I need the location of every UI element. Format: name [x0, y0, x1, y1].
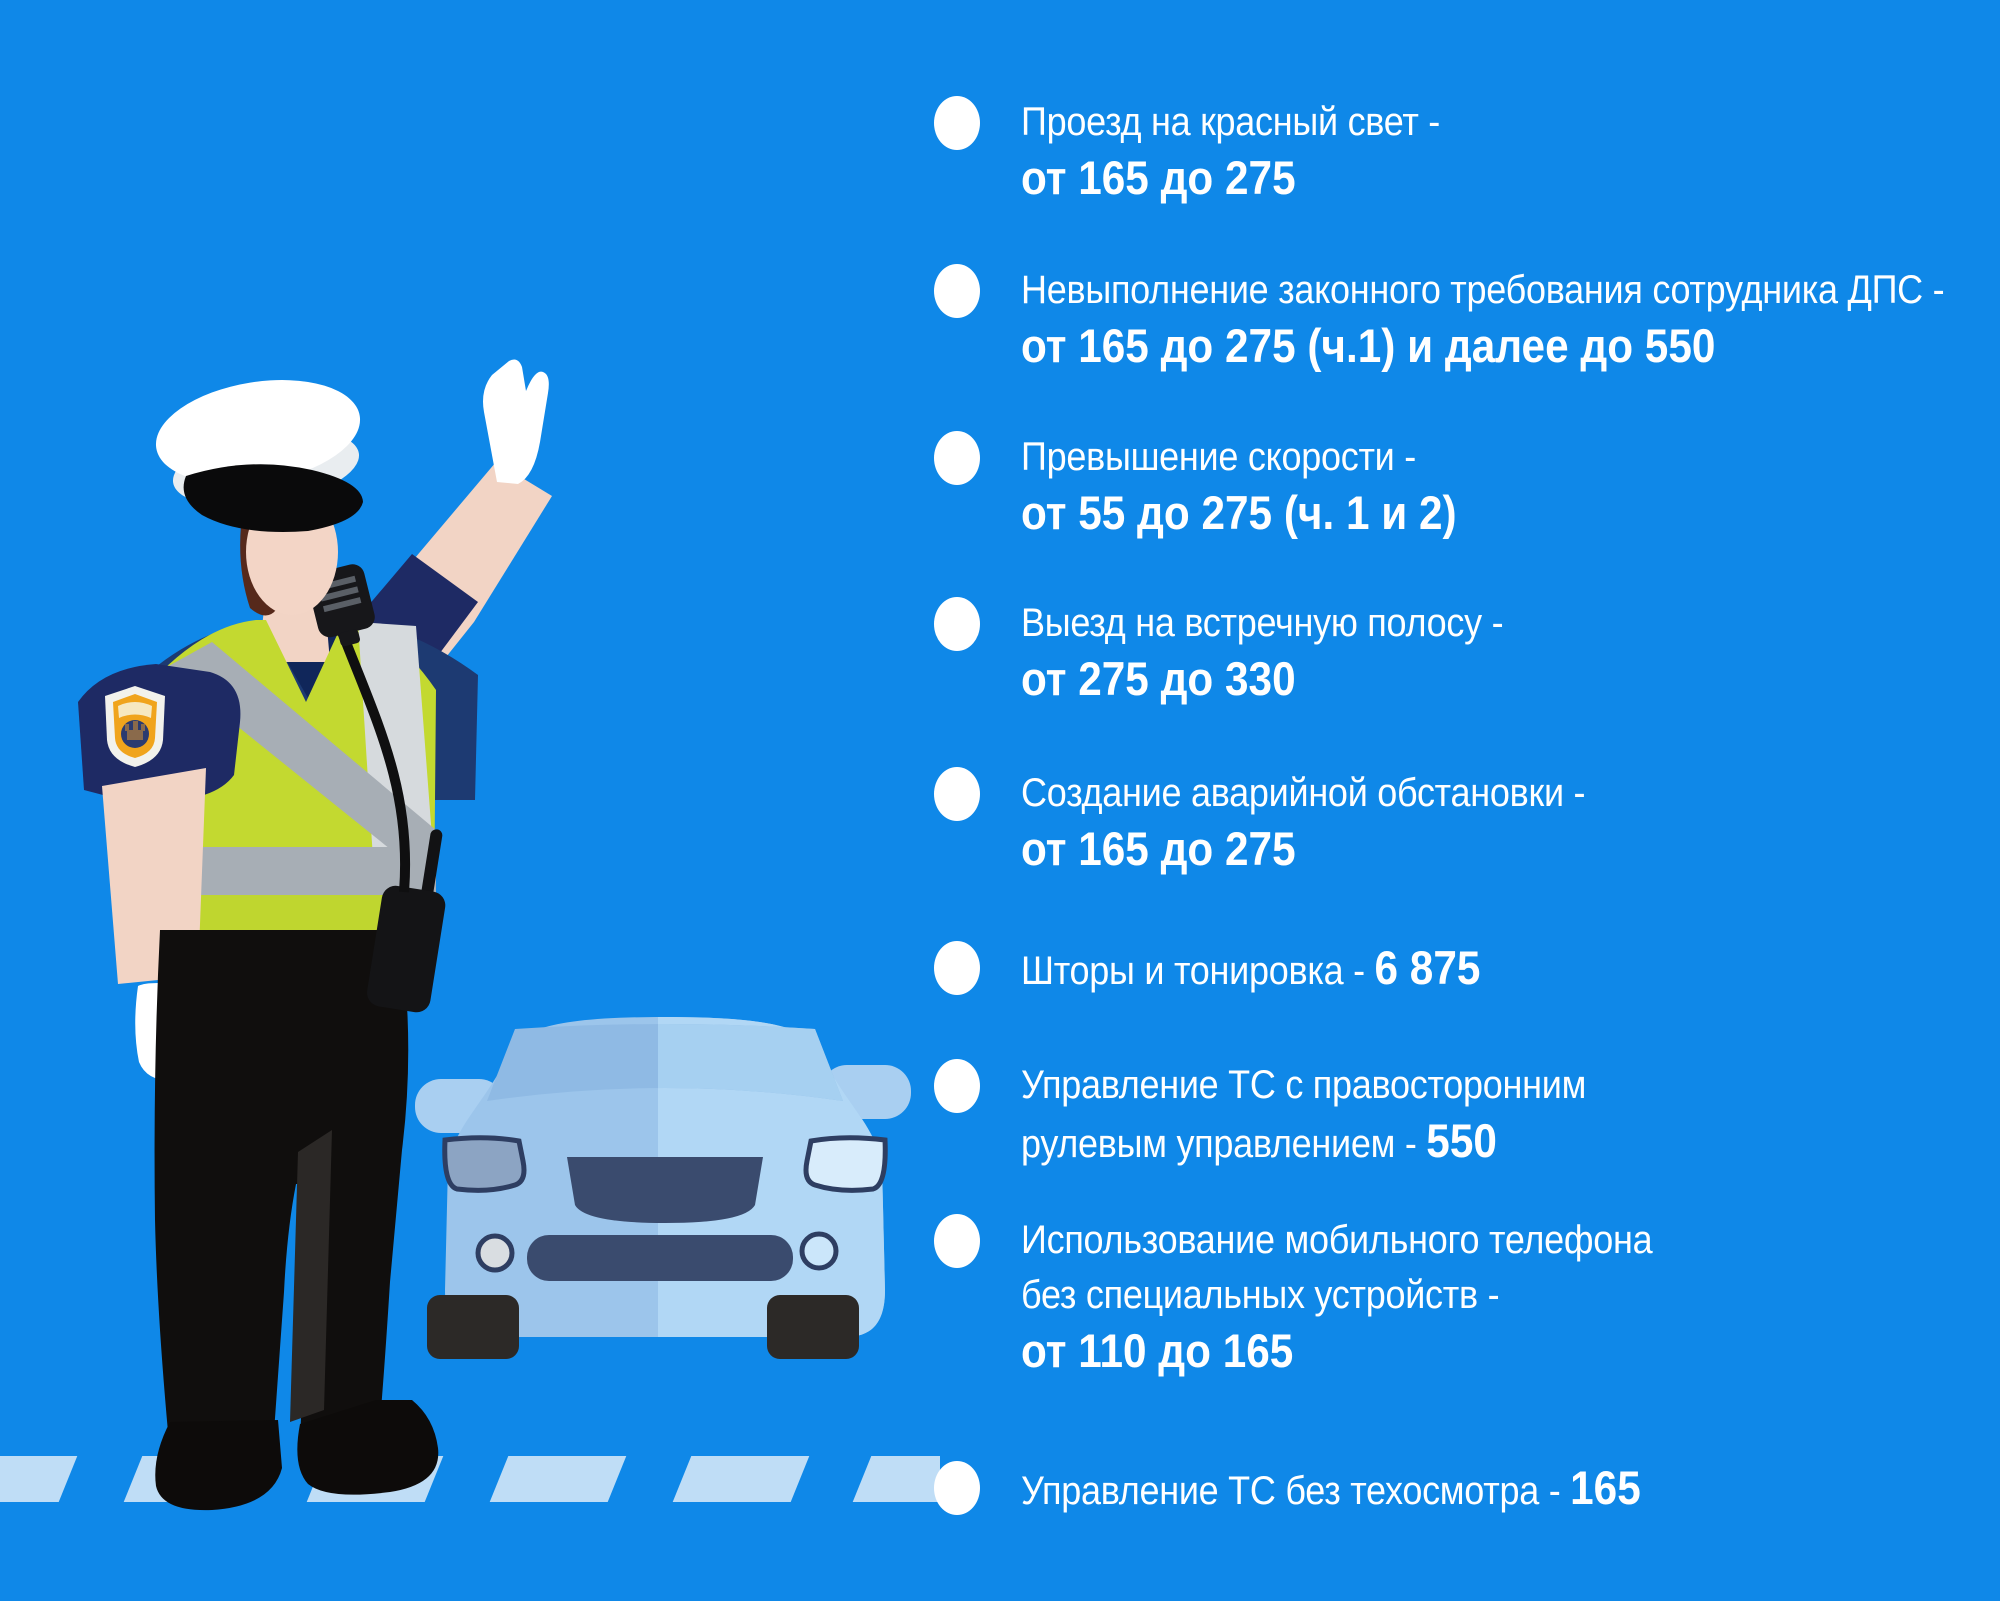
fine-label: Использование мобильного телефона [1021, 1218, 1653, 1262]
fine-label: Проезд на красный свет - [1021, 100, 1440, 144]
fine-text: Невыполнение законного требования сотруд… [1021, 263, 1945, 377]
bullet-icon [934, 431, 980, 485]
fine-amount: от 110 до 165 [1021, 1324, 1294, 1377]
bullet-icon [934, 597, 980, 651]
fine-label: Создание аварийной обстановки - [1021, 771, 1586, 815]
fine-item: Использование мобильного телефона без спе… [934, 1213, 2000, 1382]
fine-amount: от 165 до 275 [1021, 151, 1296, 204]
fine-text: Выезд на встречную полосу - от 275 до 330 [1021, 596, 1902, 710]
traffic-officer-illustration [78, 359, 552, 1511]
car-grille [567, 1157, 763, 1223]
fine-label: Превышение скорости - [1021, 435, 1416, 479]
fine-amount: 6 875 [1374, 941, 1481, 994]
fine-text: Превышение скорости - от 55 до 275 (ч. 1 … [1021, 430, 1902, 544]
officer-boot-left [155, 1420, 282, 1511]
fine-label: Шторы и тонировка - [1021, 949, 1375, 993]
bullet-icon [934, 264, 980, 318]
car-bumper [527, 1235, 793, 1281]
officer-raised-glove [483, 359, 549, 484]
fine-text: Управление ТС с правосторонним рулевым уп… [1021, 1058, 1902, 1172]
officer-walkie-talkie [367, 829, 446, 1013]
officer-shoulder-patch [105, 686, 165, 767]
bullet-icon [934, 941, 980, 995]
fine-item: Создание аварийной обстановки - от 165 до… [934, 766, 2000, 880]
officer-boot-right [297, 1400, 439, 1495]
fine-item: Выезд на встречную полосу - от 275 до 330 [934, 596, 2000, 710]
fine-text: Управление ТС без техосмотра - 165 [1021, 1460, 1902, 1519]
fine-item: Превышение скорости - от 55 до 275 (ч. 1 … [934, 430, 2000, 544]
car-wheel-left [427, 1295, 519, 1359]
officer-cap [155, 380, 363, 532]
fine-item: Управление ТС без техосмотра - 165 [934, 1460, 2000, 1519]
fine-amount: 165 [1570, 1461, 1641, 1514]
car-headlight-right [803, 1135, 888, 1193]
fine-text: Создание аварийной обстановки - от 165 до… [1021, 766, 1902, 880]
car-foglight-right [799, 1231, 839, 1271]
fine-label: без специальных устройств - [1021, 1273, 1500, 1317]
bullet-icon [934, 1461, 980, 1515]
officer-cap-visor [183, 464, 363, 532]
officer-radio-cord [337, 630, 411, 893]
crosswalk-stripe [852, 1456, 940, 1502]
bullet-icon [934, 767, 980, 821]
fine-label: Управление ТС без техосмотра - [1021, 1469, 1571, 1513]
car-foglight-left [475, 1233, 515, 1273]
car-wheel-right [767, 1295, 859, 1359]
fine-text: Проезд на красный свет - от 165 до 275 [1021, 95, 1902, 209]
fine-label: рулевым управлением - [1021, 1122, 1427, 1166]
fine-amount: 550 [1426, 1114, 1497, 1167]
bullet-icon [934, 1214, 980, 1268]
crosswalk-stripe [672, 1456, 810, 1502]
fine-item: Невыполнение законного требования сотруд… [934, 263, 2000, 377]
fine-label: Невыполнение законного требования сотруд… [1021, 268, 1945, 312]
fine-label: Управление ТС с правосторонним [1021, 1063, 1587, 1107]
fine-text: Шторы и тонировка - 6 875 [1021, 940, 1902, 999]
bullet-icon [934, 1059, 980, 1113]
officer-pants [154, 930, 409, 1438]
fine-amount: от 55 до 275 (ч. 1 и 2) [1021, 486, 1457, 539]
fine-amount: от 275 до 330 [1021, 652, 1296, 705]
car-headlight-left [442, 1135, 527, 1193]
fine-amount: от 165 до 275 [1021, 822, 1296, 875]
fine-item: Управление ТС с правосторонним рулевым уп… [934, 1058, 2000, 1172]
fine-item: Проезд на красный свет - от 165 до 275 [934, 95, 2000, 209]
fine-item: Шторы и тонировка - 6 875 [934, 940, 2000, 999]
bullet-icon [934, 96, 980, 150]
fine-label: Выезд на встречную полосу - [1021, 601, 1504, 645]
fine-text: Использование мобильного телефона без спе… [1021, 1213, 1902, 1382]
car-illustration [415, 1017, 911, 1359]
fine-amount: от 165 до 275 (ч.1) и далее до 550 [1021, 319, 1716, 372]
